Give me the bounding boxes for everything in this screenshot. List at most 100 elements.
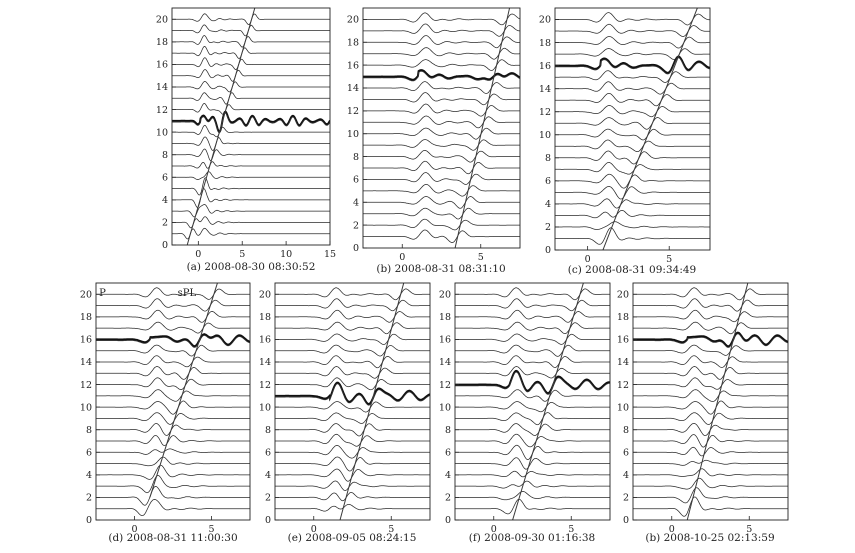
- trace-1: [455, 498, 610, 515]
- trace-12: [555, 105, 710, 118]
- y-tick-label: 6: [353, 175, 359, 186]
- y-tick-label: 0: [623, 515, 629, 526]
- highlighted-trace: [172, 110, 330, 134]
- waveform-panel-2: 0 2 4 6 8 10 12 14 16 18 20 0 5(b) 2008-08-31 08:31:…: [347, 7, 521, 275]
- trace-5: [555, 186, 710, 200]
- trace-9: [555, 139, 710, 152]
- y-tick-label: 2: [162, 218, 168, 229]
- trace-3: [555, 210, 710, 219]
- y-tick-label: 0: [445, 515, 451, 526]
- y-tick-label: 0: [265, 515, 271, 526]
- trace-4: [96, 464, 250, 480]
- trace-7: [633, 434, 788, 448]
- trace-2: [455, 491, 610, 501]
- trace-14: [555, 81, 710, 95]
- waveform-panel-5: 0 2 4 6 8 10 12 14 16 18 20 0 5(e) 2008-09-05 08:24:…: [259, 282, 431, 544]
- trace-3: [172, 204, 330, 218]
- trace-20: [455, 287, 610, 301]
- y-tick-label: 14: [347, 83, 359, 94]
- plot-frame: [454, 282, 611, 521]
- trace-20: [363, 12, 520, 26]
- trace-17: [633, 321, 788, 335]
- trace-12: [633, 377, 788, 390]
- trace-3: [633, 477, 788, 490]
- trace-1: [172, 227, 330, 240]
- trace-5: [363, 184, 520, 197]
- y-tick-label: 18: [539, 38, 551, 49]
- y-tick-label: 16: [259, 335, 271, 346]
- trace-19: [455, 298, 610, 312]
- trace-13: [455, 366, 610, 379]
- y-tick-label: 4: [86, 470, 92, 481]
- trace-6: [633, 446, 788, 457]
- y-tick-label: 20: [80, 289, 92, 300]
- trace-2: [633, 487, 788, 504]
- y-tick-label: 4: [265, 470, 271, 481]
- plot-frame: [554, 7, 711, 251]
- highlighted-trace: [96, 333, 250, 348]
- y-tick-label: 4: [623, 470, 629, 481]
- trace-1: [96, 499, 250, 516]
- trace-18: [172, 35, 330, 48]
- trace-14: [172, 81, 330, 93]
- trace-8: [172, 148, 330, 161]
- trace-6: [172, 171, 330, 180]
- panel-caption: (b) 2008-10-25 02:13:59: [645, 532, 774, 544]
- trace-1: [555, 227, 710, 245]
- trace-9: [455, 412, 610, 426]
- y-tick-label: 16: [539, 61, 551, 72]
- x-tick-label: 0: [131, 524, 137, 535]
- y-tick-label: 14: [617, 357, 629, 368]
- trace-8: [96, 423, 250, 436]
- waveform-panel-6: 0 2 4 6 8 10 12 14 16 18 20 0 5(f) 2008-09-30 01:16:…: [439, 282, 611, 544]
- x-tick-label: 0: [585, 254, 591, 265]
- trace-10: [455, 401, 610, 413]
- y-tick-label: 18: [439, 312, 451, 323]
- y-tick-label: 10: [617, 402, 629, 413]
- y-tick-label: 8: [353, 152, 359, 163]
- y-tick-label: 16: [439, 335, 451, 346]
- trace-15: [633, 344, 788, 356]
- x-tick-label: 5: [568, 524, 574, 535]
- y-tick-label: 20: [617, 289, 629, 300]
- y-tick-label: 2: [86, 493, 92, 504]
- highlighted-trace: [455, 369, 610, 395]
- y-tick-label: 6: [265, 447, 271, 458]
- y-tick-label: 8: [545, 153, 551, 164]
- y-tick-label: 20: [539, 15, 551, 26]
- y-tick-label: 12: [80, 380, 92, 391]
- trace-9: [275, 412, 430, 424]
- plot-area: [172, 8, 330, 245]
- y-tick-label: 12: [439, 380, 451, 391]
- trace-19: [363, 23, 520, 37]
- trace-17: [455, 321, 610, 334]
- y-tick-label: 20: [439, 289, 451, 300]
- moveout-line: [186, 8, 256, 245]
- trace-5: [275, 456, 430, 472]
- trace-14: [455, 355, 610, 368]
- plot-frame: [274, 282, 431, 521]
- trace-16: [363, 59, 520, 71]
- trace-17: [363, 47, 520, 60]
- trace-15: [172, 69, 330, 82]
- y-tick-label: 2: [265, 493, 271, 504]
- trace-10: [275, 401, 430, 413]
- trace-11: [96, 389, 250, 402]
- plot-area: [555, 8, 710, 250]
- trace-14: [363, 81, 520, 94]
- trace-16: [275, 333, 430, 345]
- trace-9: [96, 412, 250, 425]
- y-tick-label: 8: [445, 425, 451, 436]
- trace-1: [633, 496, 788, 517]
- y-tick-label: 16: [156, 60, 168, 71]
- plot-area: [455, 283, 610, 520]
- trace-9: [363, 139, 520, 151]
- trace-2: [172, 216, 330, 229]
- trace-18: [633, 309, 788, 323]
- plot-frame: [362, 7, 521, 249]
- trace-3: [96, 475, 250, 494]
- waveform-panel-4: 0 2 4 6 8 10 12 14 16 18 20 0 5 P sPL (d) 2008-08-31 11…: [80, 282, 251, 544]
- y-tick-label: 18: [347, 37, 359, 48]
- trace-14: [96, 355, 250, 368]
- x-tick-label: 5: [478, 252, 484, 263]
